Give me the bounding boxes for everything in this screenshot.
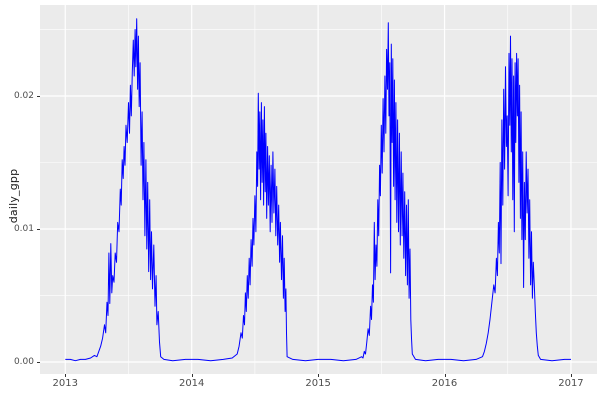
- x-tick-mark: [444, 374, 446, 377]
- plot-panel: [40, 5, 597, 374]
- y-tick-mark: [37, 95, 40, 97]
- y-tick-label: 0.02: [13, 90, 34, 101]
- x-tick-label: 2017: [558, 378, 584, 389]
- x-tick-mark: [65, 374, 67, 377]
- x-tick-mark: [570, 374, 572, 377]
- y-tick-label: 0.01: [13, 224, 34, 234]
- y-tick-mark: [37, 229, 40, 230]
- gpp-timeseries-line-chart: [40, 5, 597, 374]
- x-tick-label: 2014: [178, 378, 205, 389]
- y-axis-title: daily_gpp: [7, 168, 20, 224]
- y-tick-mark: [37, 362, 40, 364]
- x-tick-mark: [318, 374, 320, 377]
- x-tick-label: 2013: [52, 378, 78, 389]
- x-tick-mark: [191, 374, 193, 377]
- x-tick-label: 2015: [305, 378, 331, 389]
- y-tick-label: 0.00: [13, 357, 34, 368]
- x-tick-label: 2016: [431, 378, 458, 389]
- daily-gpp-line: [65, 18, 571, 362]
